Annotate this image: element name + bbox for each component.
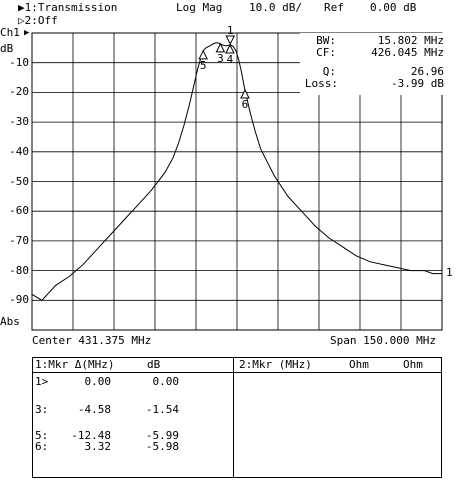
trace-end-marker-label: 1 xyxy=(446,267,453,279)
marker-row-db: -5.98 xyxy=(133,441,179,453)
ref-value[interactable]: 0.00 dB xyxy=(370,2,416,14)
marker-6[interactable]: 6 xyxy=(241,90,249,111)
format-label[interactable]: Log Mag xyxy=(176,2,222,14)
loss-label: Loss: xyxy=(302,78,338,90)
marker-row-mhz: 0.00 xyxy=(63,376,111,388)
marker-delta-title: 1:Mkr Δ(MHz) xyxy=(35,359,114,371)
marker-label: 4 xyxy=(227,53,234,66)
marker-1[interactable]: 1 xyxy=(226,24,234,44)
abs-label: Abs xyxy=(0,316,20,328)
marker-label: 5 xyxy=(200,59,207,72)
channel-label: Ch1 xyxy=(0,27,20,39)
trace1-label[interactable]: ▶1:Transmission xyxy=(18,2,117,14)
marker-3[interactable]: 3 xyxy=(216,44,224,65)
marker-row-mhz: -4.58 xyxy=(63,404,111,416)
cf-value: 426.045 MHz xyxy=(334,47,444,59)
y-tick-label: -30 xyxy=(0,116,29,128)
scale-label[interactable]: 10.0 dB/ xyxy=(249,2,302,14)
marker-row-id: 1> xyxy=(35,376,48,388)
cf-label: CF: xyxy=(306,47,336,59)
marker-row-db: 0.00 xyxy=(133,376,179,388)
loss-value: -3.99 dB xyxy=(334,78,444,90)
y-tick-label: -40 xyxy=(0,146,29,158)
stats-box: BW: 15.802 MHz CF: 426.045 MHz Q: 26.96 … xyxy=(300,33,444,95)
y-tick-label: -60 xyxy=(0,205,29,217)
marker-4[interactable]: 4 xyxy=(226,45,234,66)
marker-5[interactable]: 5 xyxy=(199,51,207,72)
y-tick-label: -10 xyxy=(0,57,29,69)
marker-label: 6 xyxy=(242,98,249,111)
marker-db-header: dB xyxy=(147,359,160,371)
channel-arrow-icon: ▶ xyxy=(24,27,29,39)
marker-triangle-icon xyxy=(226,36,234,44)
marker-table-divider xyxy=(233,358,234,477)
marker-triangle-icon xyxy=(241,90,249,98)
marker-row-id: 6: xyxy=(35,441,48,453)
center-frequency[interactable]: Center 431.375 MHz xyxy=(32,335,151,347)
marker2-title: 2:Mkr (MHz) xyxy=(239,359,312,371)
trace2-label[interactable]: ▷2:Off xyxy=(18,15,58,27)
marker-row-mhz: 3.32 xyxy=(63,441,111,453)
ohm-header-1: Ohm xyxy=(349,359,369,371)
y-tick-label: -80 xyxy=(0,265,29,277)
marker-label: 1 xyxy=(227,24,234,37)
marker-triangle-icon xyxy=(199,51,207,59)
y-tick-label: -20 xyxy=(0,86,29,98)
y-unit-label: dB xyxy=(0,43,13,55)
trace-markers: 1 3 4 5 6 xyxy=(199,24,249,111)
marker-label: 3 xyxy=(217,52,224,65)
marker-table: 1:Mkr Δ(MHz) dB 2:Mkr (MHz) Ohm Ohm 1> 0… xyxy=(32,357,442,478)
ref-label: Ref xyxy=(324,2,344,14)
marker-row-id: 3: xyxy=(35,404,48,416)
ohm-header-2: Ohm xyxy=(403,359,423,371)
y-tick-label: -70 xyxy=(0,235,29,247)
span-frequency[interactable]: Span 150.000 MHz xyxy=(330,335,436,347)
y-tick-label: -50 xyxy=(0,176,29,188)
marker-row-db: -1.54 xyxy=(133,404,179,416)
y-tick-label: -90 xyxy=(0,294,29,306)
